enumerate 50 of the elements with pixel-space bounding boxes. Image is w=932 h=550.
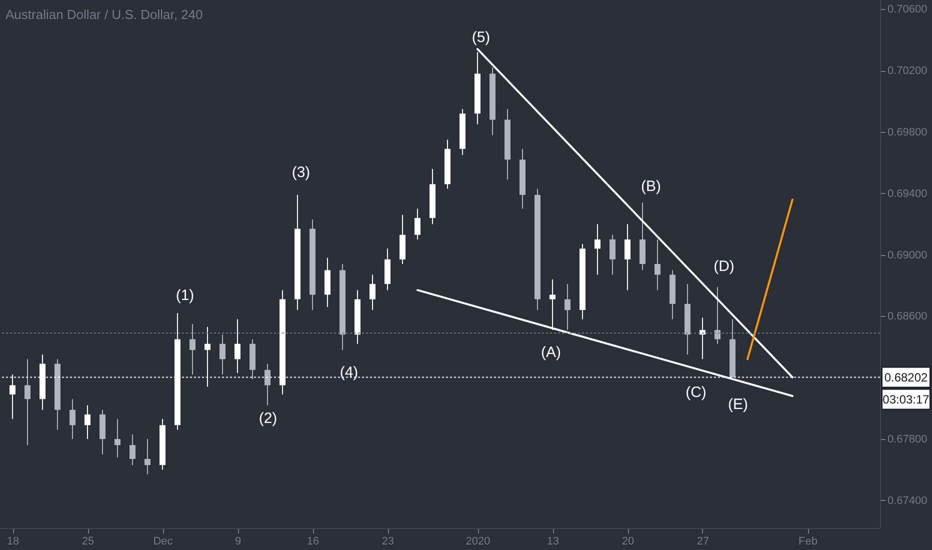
candlestick	[130, 434, 136, 466]
x-tick-label: 18	[6, 536, 20, 548]
x-tick-label: 23	[382, 536, 394, 548]
text: 03:03:17	[882, 392, 930, 406]
x-tick-label: 13	[546, 536, 560, 548]
candlestick	[594, 224, 600, 276]
ref-line-label: 0.68202	[884, 370, 928, 384]
candlestick	[84, 404, 90, 440]
x-tick-label: 25	[82, 536, 94, 548]
candlestick	[654, 238, 660, 291]
x-tick-label: 2020	[466, 536, 490, 548]
x-tick-label: Feb	[798, 536, 818, 548]
annotation: (B)	[641, 178, 661, 195]
text: Australian Dollar / U.S. Dollar, 240	[6, 7, 203, 22]
x-tick-label: 27	[696, 536, 710, 548]
x-tick-label: Dec	[153, 536, 174, 548]
x-tick-label: 16	[306, 536, 320, 548]
candlestick	[24, 358, 30, 446]
annotation: (A)	[541, 344, 561, 361]
candlestick	[714, 286, 720, 344]
y-tick-label: 0.70600	[888, 4, 928, 16]
annotation: (D)	[714, 258, 734, 275]
candlestick	[114, 418, 120, 458]
candlestick	[624, 224, 630, 291]
candlestick	[564, 283, 570, 330]
candlestick	[414, 208, 420, 240]
annotation: (E)	[728, 396, 748, 413]
candlestick	[234, 318, 240, 374]
y-tick-label: 0.70200	[888, 65, 928, 78]
y-tick-label: 0.69000	[888, 249, 928, 262]
annotation: (3)	[292, 164, 310, 181]
x-tick-label: 20	[622, 536, 634, 548]
candlestick	[610, 234, 616, 276]
candlestick	[220, 334, 226, 376]
annotation: (5)	[472, 29, 490, 46]
annotation: (2)	[258, 410, 278, 427]
candlestick	[70, 398, 76, 440]
x-tick-label: 9	[234, 536, 242, 548]
candlestick	[264, 363, 270, 406]
y-tick-label: 0.67800	[888, 433, 928, 446]
y-tick-label: 0.68600	[888, 310, 928, 323]
y-tick-label: 0.67400	[888, 494, 928, 507]
candlestick	[190, 323, 196, 376]
candlestick	[144, 438, 150, 475]
annotation: (4)	[340, 364, 358, 381]
y-tick-label: 0.69800	[888, 126, 928, 138]
candlestick	[370, 274, 376, 311]
annotation: (1)	[176, 287, 194, 304]
y-tick-label: 0.69400	[888, 188, 928, 200]
annotation: (C)	[686, 384, 706, 401]
